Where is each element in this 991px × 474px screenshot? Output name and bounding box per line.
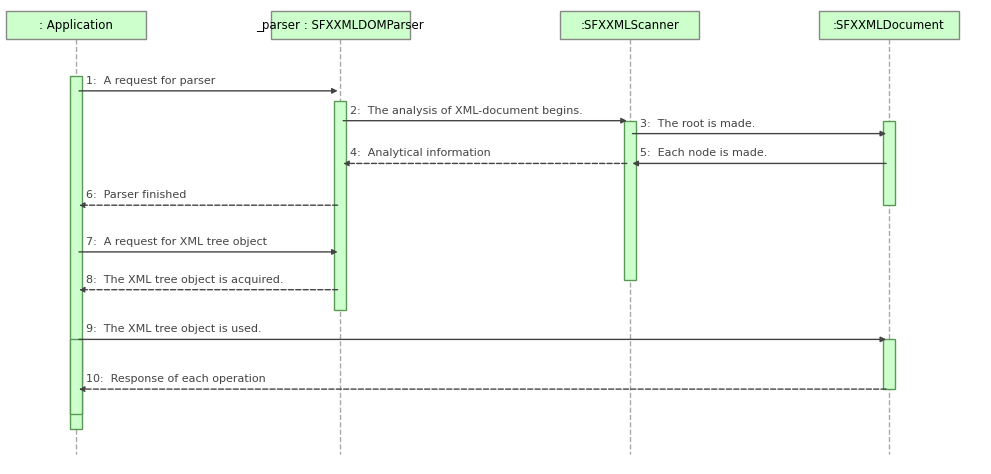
Bar (883, 339, 895, 389)
Bar (70, 339, 82, 414)
Text: 2:  The analysis of XML-document begins.: 2: The analysis of XML-document begins. (351, 106, 583, 116)
Text: 1:  A request for parser: 1: A request for parser (86, 76, 215, 86)
Text: :SFXXMLDocument: :SFXXMLDocument (833, 19, 944, 32)
Text: 5:  Each node is made.: 5: Each node is made. (639, 148, 767, 158)
Text: :SFXXMLScanner: :SFXXMLScanner (580, 19, 679, 32)
Bar (560, 11, 700, 39)
Bar (883, 121, 895, 205)
Text: : Application: : Application (40, 19, 113, 32)
Bar (6, 11, 146, 39)
Text: 7:  A request for XML tree object: 7: A request for XML tree object (86, 237, 268, 247)
Bar (334, 101, 347, 310)
Text: 8:  The XML tree object is acquired.: 8: The XML tree object is acquired. (86, 275, 283, 285)
Text: 9:  The XML tree object is used.: 9: The XML tree object is used. (86, 324, 262, 335)
Bar (70, 76, 82, 429)
Bar (623, 121, 635, 280)
Text: 10:  Response of each operation: 10: Response of each operation (86, 374, 266, 384)
Text: _parser : SFXXMLDOMParser: _parser : SFXXMLDOMParser (257, 19, 424, 32)
Text: 4:  Analytical information: 4: Analytical information (351, 148, 492, 158)
Bar (820, 11, 958, 39)
Bar (271, 11, 410, 39)
Text: 6:  Parser finished: 6: Parser finished (86, 190, 186, 200)
Text: 3:  The root is made.: 3: The root is made. (639, 118, 755, 128)
